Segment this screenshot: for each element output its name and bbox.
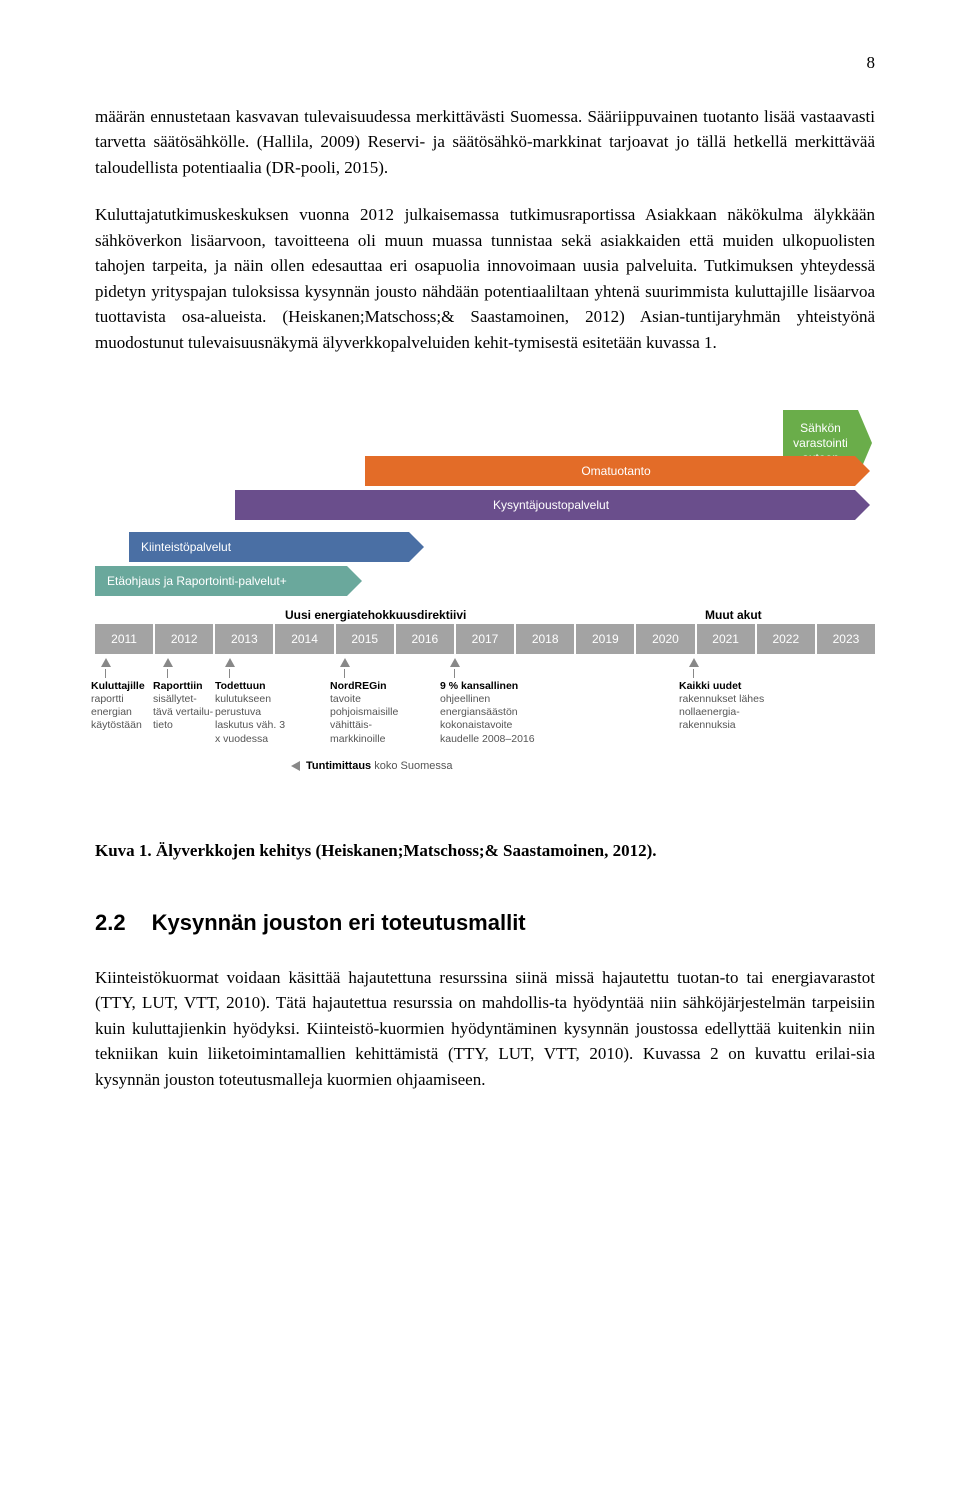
section-heading: 2.2 Kysynnän jouston eri toteutusmallit bbox=[95, 906, 875, 939]
note-1: Kuluttajille raportti energian käytöstää… bbox=[91, 658, 153, 733]
year-2021: 2021 bbox=[697, 624, 757, 654]
figure-caption: Kuva 1. Älyverkkojen kehitys (Heiskanen;… bbox=[95, 838, 875, 864]
arrow-up-icon bbox=[689, 658, 699, 667]
section-number: 2.2 bbox=[95, 906, 126, 939]
bar-kysynta: Kysyntäjoustopalvelut bbox=[235, 490, 855, 520]
note-5: 9 % kansallinen ohjeellinen energiansääs… bbox=[440, 658, 544, 746]
year-2023: 2023 bbox=[817, 624, 875, 654]
year-2022: 2022 bbox=[757, 624, 817, 654]
bar-omatuotanto: Omatuotanto bbox=[365, 456, 855, 486]
year-2020: 2020 bbox=[636, 624, 696, 654]
year-2016: 2016 bbox=[396, 624, 456, 654]
year-2011: 2011 bbox=[95, 624, 155, 654]
year-2014: 2014 bbox=[275, 624, 335, 654]
arrow-up-icon bbox=[450, 658, 460, 667]
year-2013: 2013 bbox=[215, 624, 275, 654]
note-3: Todettuun kulutukseen perustuva laskutus… bbox=[215, 658, 287, 746]
timeline-label-right: Muut akut bbox=[705, 606, 762, 624]
timeline-label-left: Uusi energiatehokkuusdirektiivi bbox=[285, 606, 466, 624]
bar-kiinteisto: Kiinteistöpalvelut bbox=[129, 532, 409, 562]
year-2017: 2017 bbox=[456, 624, 516, 654]
paragraph-2: Kuluttajatutkimuskeskuksen vuonna 2012 j… bbox=[95, 202, 875, 355]
note-4: NordREGin tavoite pohjoismaisille vähitt… bbox=[330, 658, 418, 746]
section-title: Kysynnän jouston eri toteutusmallit bbox=[152, 906, 526, 939]
arrow-up-icon bbox=[101, 658, 111, 667]
note-6: Kaikki uudet rakennukset lähes nollaener… bbox=[679, 658, 779, 733]
arrow-left-icon bbox=[291, 761, 300, 771]
paragraph-1: määrän ennustetaan kasvavan tulevaisuude… bbox=[95, 104, 875, 181]
arrow-up-icon bbox=[340, 658, 350, 667]
arrow-up-icon bbox=[225, 658, 235, 667]
year-axis: 2011 2012 2013 2014 2015 2016 2017 2018 … bbox=[95, 624, 875, 654]
paragraph-3: Kiinteistökuormat voidaan käsittää hajau… bbox=[95, 965, 875, 1093]
figure-1: Sähkön varastointi autoon Omatuotanto Ky… bbox=[95, 410, 875, 810]
year-2019: 2019 bbox=[576, 624, 636, 654]
year-2018: 2018 bbox=[516, 624, 576, 654]
note-2: Raporttiin sisällytet-tävä vertailu-tiet… bbox=[153, 658, 215, 733]
bar-etaohjaus: Etäohjaus ja Raportointi-palvelut+ bbox=[95, 566, 347, 596]
tuntimittaus-note: Tuntimittaus koko Suomessa bbox=[291, 758, 453, 775]
page-number: 8 bbox=[95, 50, 875, 76]
arrow-up-icon bbox=[163, 658, 173, 667]
year-2015: 2015 bbox=[336, 624, 396, 654]
year-2012: 2012 bbox=[155, 624, 215, 654]
